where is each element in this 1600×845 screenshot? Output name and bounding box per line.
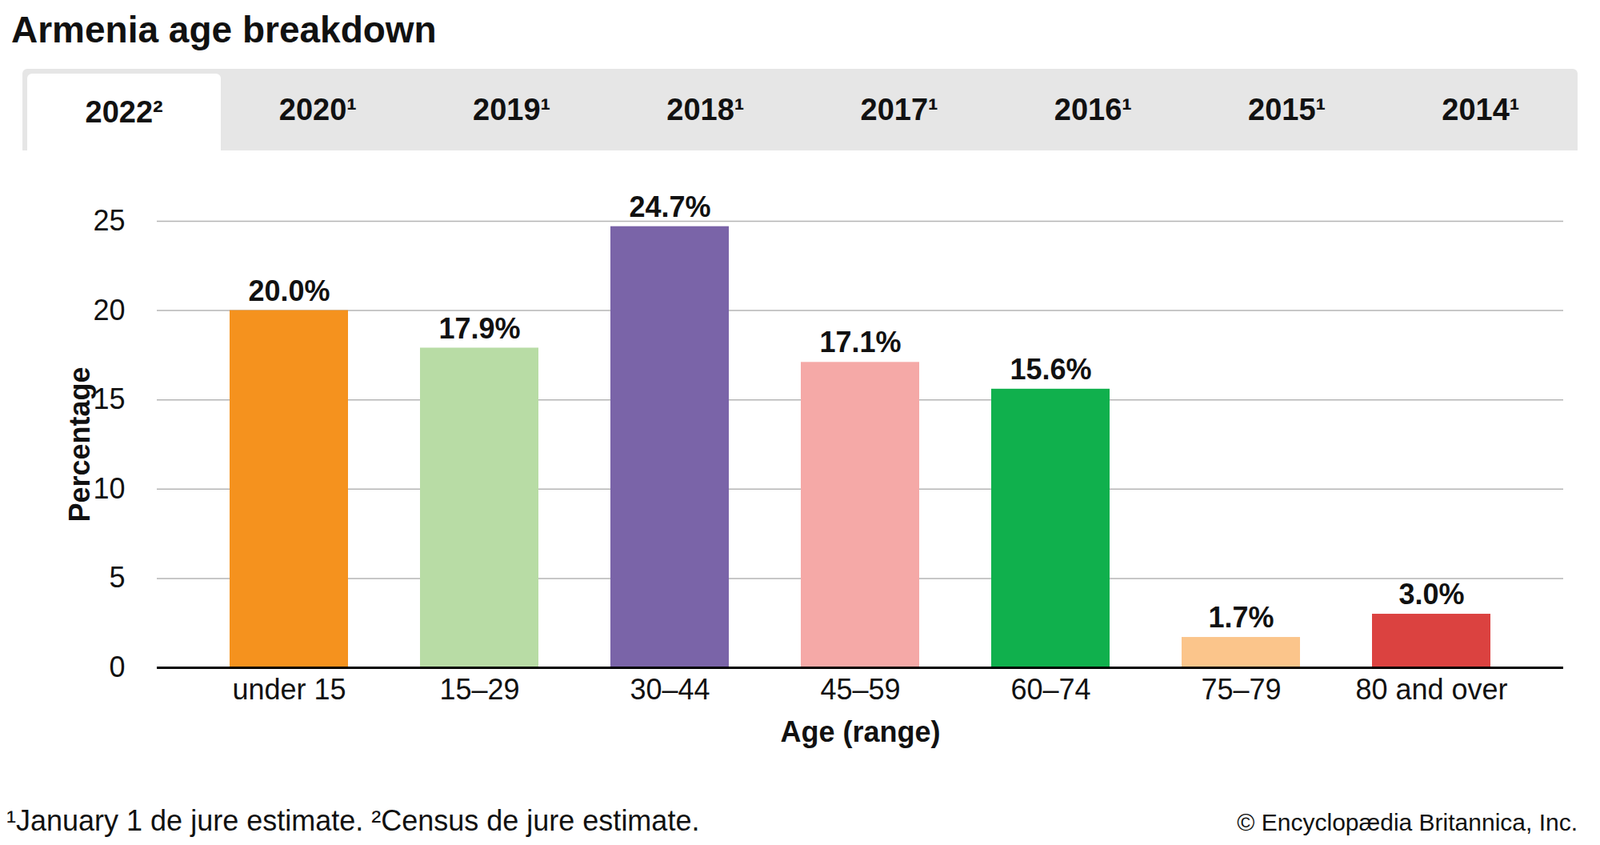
svg-text:10: 10	[92, 472, 125, 505]
svg-text:45–59: 45–59	[820, 672, 900, 706]
svg-text:25: 25	[92, 204, 125, 237]
html-text:2022²: 2022²	[85, 94, 163, 129]
svg-text:15.6%: 15.6%	[1009, 352, 1092, 386]
svg-text:3.0%: 3.0%	[1398, 577, 1464, 611]
svg-text:Percentage: Percentage	[63, 366, 96, 522]
svg-text:17.1%: 17.1%	[819, 325, 901, 359]
svg-text:0: 0	[108, 650, 125, 684]
svg-text:24.7%: 24.7%	[628, 190, 711, 224]
svg-text:under 15: under 15	[232, 672, 346, 706]
svg-text:20.0%: 20.0%	[248, 274, 330, 308]
svg-text:30–44: 30–44	[629, 672, 710, 706]
html-text:2015¹: 2015¹	[1248, 92, 1326, 126]
svg-text:15: 15	[92, 382, 125, 416]
svg-text:17.9%: 17.9%	[438, 311, 520, 344]
svg-text:75–79: 75–79	[1200, 672, 1281, 706]
html-text:2016¹: 2016¹	[1054, 92, 1132, 126]
svg-text:1.7%: 1.7%	[1208, 600, 1274, 634]
svg-text:20: 20	[92, 293, 125, 327]
html-text:2019¹: 2019¹	[472, 92, 551, 126]
html-text:Armenia age breakdown: Armenia age breakdown	[11, 8, 437, 51]
html-text:2014¹: 2014¹	[1441, 92, 1520, 126]
svg-text:80 and over: 80 and over	[1355, 672, 1508, 706]
html-text:© Encyclopædia Britannica, Inc: © Encyclopædia Britannica, Inc.	[1237, 808, 1578, 836]
svg-text:15–29: 15–29	[439, 672, 520, 706]
svg-text:5: 5	[108, 560, 125, 594]
html-text:2018¹: 2018¹	[666, 92, 745, 126]
html-text:2017¹: 2017¹	[860, 92, 939, 126]
svg-text:Age (range): Age (range)	[780, 715, 940, 748]
svg-text:60–74: 60–74	[1010, 672, 1091, 706]
html-text:¹January 1 de jure estimate. ²: ¹January 1 de jure estimate. ²Census de …	[6, 804, 700, 837]
html-text:2020¹: 2020¹	[279, 92, 357, 126]
